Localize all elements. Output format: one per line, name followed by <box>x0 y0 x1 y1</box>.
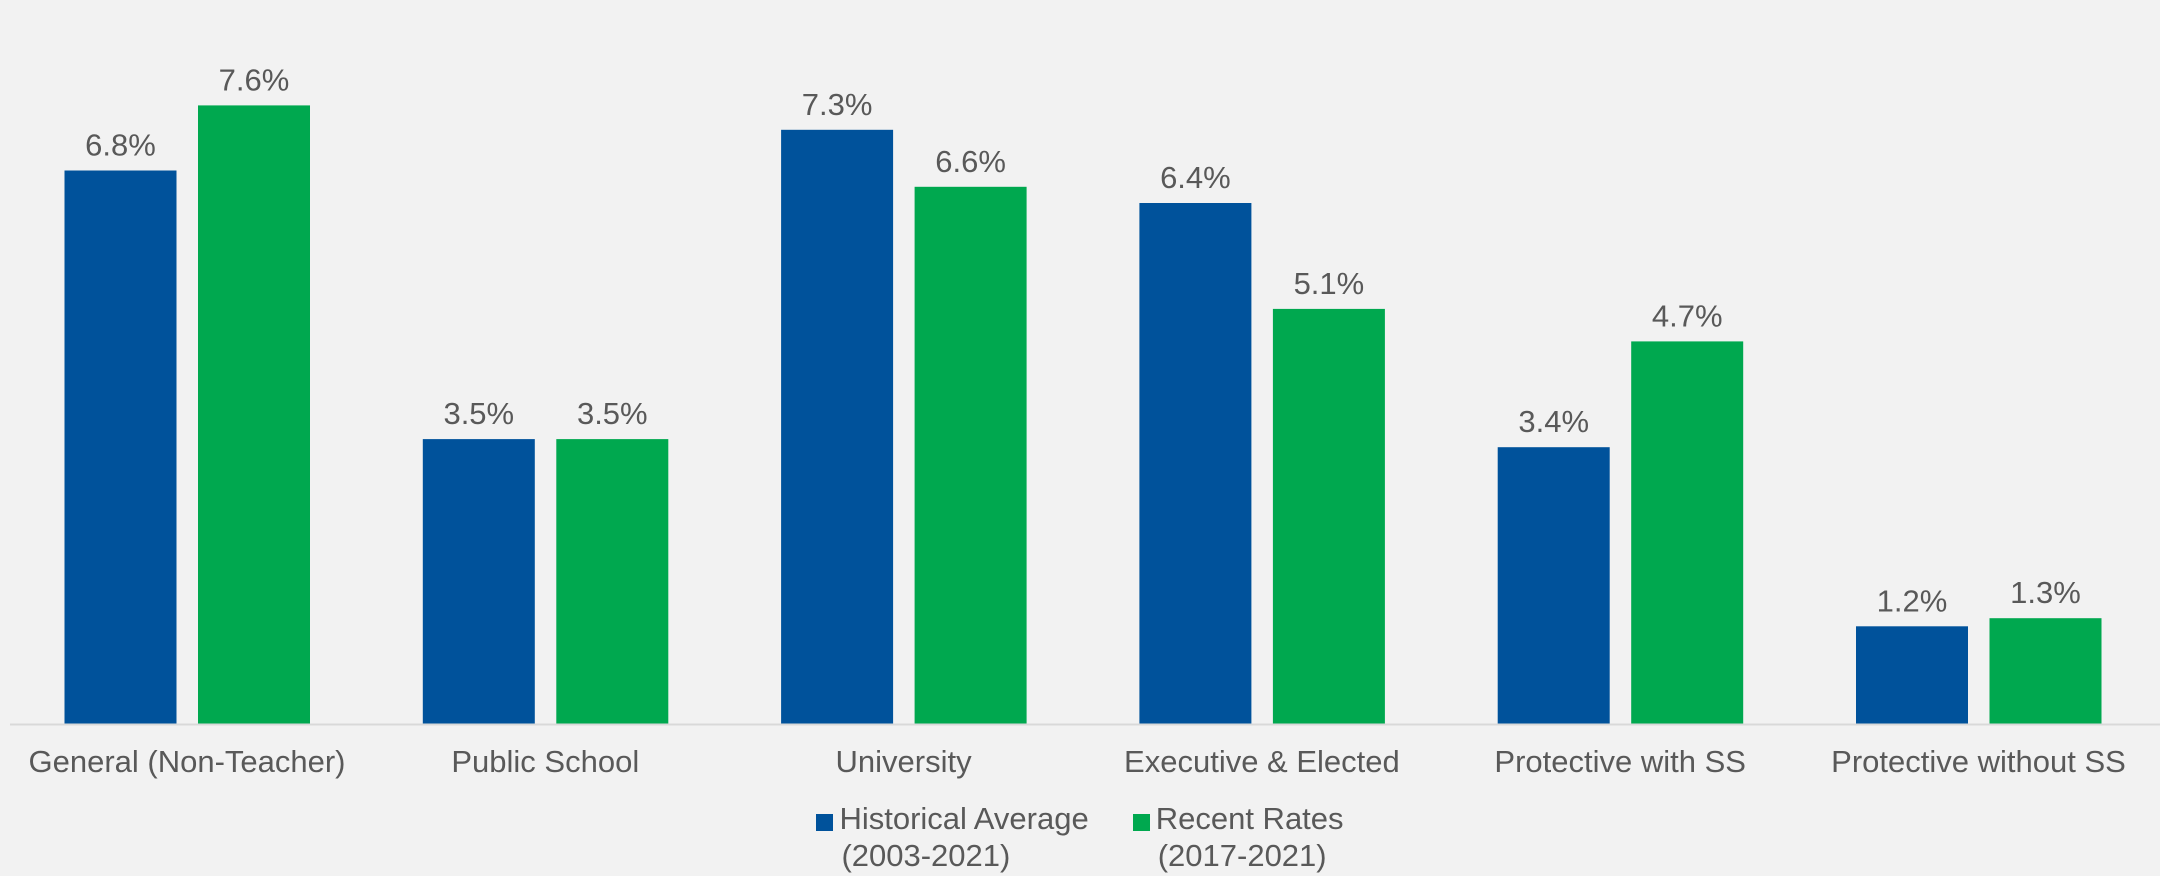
legend-label-recent-line2: (2017-2021) <box>1157 838 1327 873</box>
bar-protective-with-ss-series-0 <box>1497 447 1610 724</box>
category-label-university: University <box>836 744 973 779</box>
bar-university-series-0 <box>781 129 894 725</box>
data-label-general-non-teacher-series-0: 6.8% <box>85 128 156 163</box>
data-labels-layer: 6.8% 7.6% 3.5% 3.5% 7.3% 6.6% 6.4% 5.1% 3.4% 4.7%… <box>85 62 2081 618</box>
bar-public-school-series-0 <box>422 439 535 724</box>
legend-swatch-historical <box>816 814 834 831</box>
legend-item-recent: Recent Rates (2017-2021) <box>1132 800 1344 874</box>
bar-protective-without-ss-series-0 <box>1856 626 1968 724</box>
category-label-general-non-teacher: General (Non-Teacher) <box>28 744 345 779</box>
category-label-public-school: Public School <box>451 744 639 779</box>
legend-label-historical: Historical Average (2003-2021) <box>839 800 1088 874</box>
bars-layer <box>64 105 2102 725</box>
category-labels-layer: General (Non-Teacher) Public School Univer… <box>28 744 2125 779</box>
bar-general-non-teacher-series-0 <box>64 170 177 724</box>
legend-label-historical-line1: Historical Average <box>839 801 1089 836</box>
data-label-university-series-1: 6.6% <box>935 144 1006 179</box>
data-label-protective-with-ss-series-0: 3.4% <box>1518 404 1589 439</box>
legend: Historical Average (2003-2021) Recent Ra… <box>0 800 2160 874</box>
category-label-executive-elected: Executive & Elected <box>1124 744 1400 779</box>
legend-label-historical-line2: (2003-2021) <box>841 838 1011 873</box>
bar-protective-without-ss-series-1 <box>1989 618 2102 724</box>
category-label-protective-without-ss: Protective without SS <box>1831 744 2126 779</box>
data-label-protective-with-ss-series-1: 4.7% <box>1652 298 1723 333</box>
data-label-protective-without-ss-series-0: 1.2% <box>1877 583 1948 618</box>
legend-label-recent-line1: Recent Rates <box>1155 801 1344 836</box>
data-label-protective-without-ss-series-1: 1.3% <box>2010 575 2081 610</box>
data-label-university-series-0: 7.3% <box>802 87 873 122</box>
bar-protective-with-ss-series-1 <box>1631 341 1744 724</box>
bar-general-non-teacher-series-1 <box>198 105 310 724</box>
data-label-executive-elected-series-0: 6.4% <box>1160 160 1231 195</box>
bar-university-series-1 <box>914 186 1027 725</box>
data-label-executive-elected-series-1: 5.1% <box>1294 266 1365 301</box>
legend-swatch-recent <box>1132 814 1150 831</box>
legend-item-historical: Historical Average (2003-2021) <box>816 800 1089 874</box>
data-label-general-non-teacher-series-1: 7.6% <box>219 62 290 97</box>
legend-label-recent: Recent Rates (2017-2021) <box>1156 800 1344 874</box>
data-label-public-school-series-0: 3.5% <box>443 396 514 431</box>
category-label-protective-with-ss: Protective with SS <box>1494 744 1746 779</box>
bar-public-school-series-1 <box>556 439 669 724</box>
bar-executive-elected-series-0 <box>1139 203 1252 724</box>
bar-executive-elected-series-1 <box>1272 308 1385 724</box>
data-label-public-school-series-1: 3.5% <box>577 396 648 431</box>
